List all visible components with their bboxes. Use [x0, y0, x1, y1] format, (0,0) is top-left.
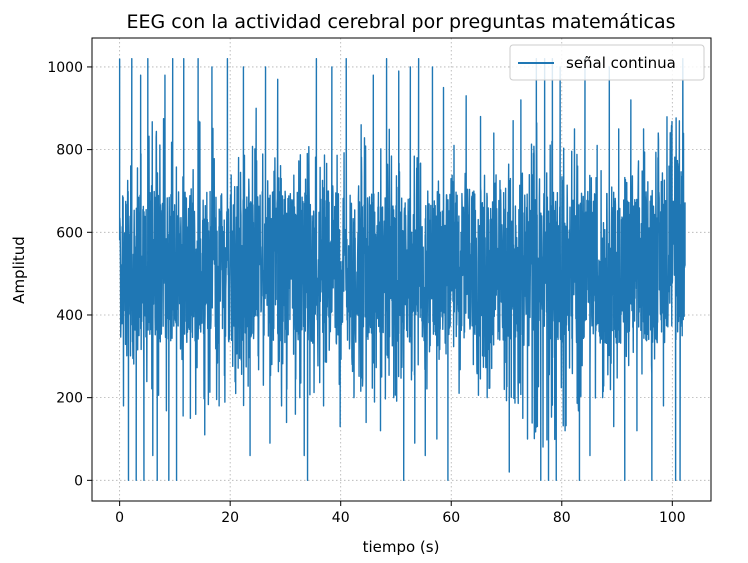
signal-line	[118, 57, 686, 482]
legend-label: señal continua	[566, 54, 676, 72]
legend-box	[509, 44, 705, 81]
tick-marks	[87, 66, 673, 506]
x-tick-label: 20	[221, 510, 239, 526]
x-axis-label: tiempo (s)	[363, 538, 440, 556]
x-tick-label: 60	[442, 510, 460, 526]
x-tick-label: 0	[115, 510, 124, 526]
x-tick-label: 80	[553, 510, 571, 526]
x-tick-label: 100	[659, 510, 686, 526]
x-tick-label: 40	[332, 510, 350, 526]
y-tick-label: 1000	[47, 60, 83, 76]
y-tick-label: 400	[56, 308, 83, 324]
plot-area	[118, 57, 686, 482]
y-tick-label: 0	[74, 473, 83, 489]
legend: señal continua	[509, 44, 705, 81]
y-tick-label: 600	[56, 225, 83, 241]
axes-frame	[91, 37, 712, 502]
chart-title: EEG con la actividad cerebral por pregun…	[126, 11, 675, 33]
y-tick-label: 800	[56, 143, 83, 159]
y-axis-label: Amplitud	[10, 236, 28, 304]
y-tick-label: 200	[56, 391, 83, 407]
series-layer	[118, 57, 686, 482]
